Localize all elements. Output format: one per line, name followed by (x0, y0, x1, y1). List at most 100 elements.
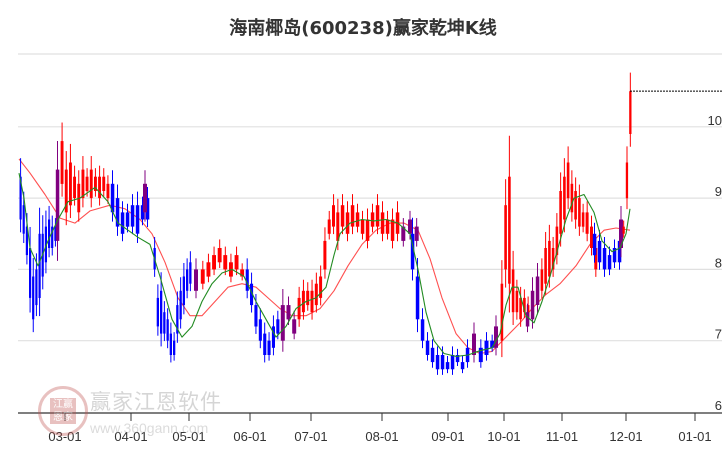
candle-body (140, 205, 145, 220)
candle-body (535, 276, 540, 305)
candle-body (125, 212, 130, 227)
candle-body (440, 355, 445, 370)
x-tick-label: 03-01 (48, 429, 81, 444)
candle-body (301, 290, 305, 313)
candle-body (425, 340, 430, 355)
candle-body (508, 176, 511, 284)
candle-body (408, 219, 412, 234)
candlesticks (19, 72, 632, 375)
candle-body (629, 91, 632, 134)
candle-body (332, 205, 335, 227)
candle-body (530, 290, 535, 320)
candle-body (607, 255, 612, 270)
candle-body (254, 305, 258, 327)
candle-body (280, 305, 285, 341)
candle-body (515, 290, 519, 313)
candle-body (98, 176, 101, 199)
candle-body (314, 283, 318, 306)
candle-body (435, 355, 440, 370)
candle-body (145, 198, 150, 220)
candle-body (365, 219, 370, 241)
candle-body (336, 212, 340, 241)
grid-lines (18, 53, 722, 342)
candle-body (445, 362, 450, 370)
candle-body (120, 212, 125, 234)
candle-body (410, 233, 415, 270)
candle-body (73, 176, 76, 199)
candle-body (200, 269, 205, 284)
candle-body (271, 326, 275, 348)
candle-body (250, 283, 254, 306)
candle-body (194, 269, 198, 291)
candle-body (430, 347, 435, 363)
candle-body (472, 333, 476, 355)
candle-body (69, 162, 72, 206)
x-tick-label: 06-01 (233, 429, 266, 444)
candle-body (276, 319, 280, 334)
candle-body (163, 312, 166, 334)
candle-body (223, 255, 228, 270)
x-tick-label: 08-01 (365, 429, 398, 444)
x-tick-label: 07-01 (294, 429, 327, 444)
candle-body (29, 248, 32, 298)
candle-body (345, 212, 350, 234)
candle-body (54, 226, 57, 241)
candle-body (455, 355, 460, 363)
candle-body (234, 255, 239, 270)
candle-body (519, 297, 522, 320)
candle-body (176, 305, 179, 334)
candle-body (35, 269, 38, 306)
candle-body (64, 169, 68, 213)
candle-body (110, 183, 115, 213)
chart-title: 海南椰岛(600238)赢家乾坤K线 (229, 18, 497, 39)
candle-body (55, 169, 60, 241)
x-tick-label: 05-01 (172, 429, 205, 444)
x-tick-label: 09-01 (431, 429, 464, 444)
candle-body (511, 269, 515, 313)
candle-body (622, 226, 625, 234)
candle-body (245, 269, 249, 291)
candle-body (206, 262, 211, 277)
candle-body (590, 226, 593, 248)
candle-body (189, 262, 192, 284)
x-tick-label: 10-01 (487, 429, 520, 444)
ma-short-line (18, 172, 631, 357)
candle-body (360, 219, 365, 234)
candle-body (385, 219, 390, 234)
candle-body (267, 340, 271, 355)
y-tick-label: 9 (715, 184, 722, 199)
candle-body (625, 162, 629, 199)
candle-body (566, 162, 570, 199)
candle-body (310, 290, 314, 313)
candle-body (594, 248, 598, 270)
candle-body (182, 276, 185, 305)
candle-body (286, 305, 291, 320)
candle-body (156, 297, 159, 327)
ma-short-polyline (18, 172, 631, 357)
candle-body (450, 355, 455, 370)
y-tick-label: 10 (708, 113, 722, 128)
candle-body (240, 269, 245, 277)
candle-body (375, 205, 380, 227)
candle-body (478, 347, 483, 363)
y-axis-labels: 6 7 8 9 10 (708, 113, 722, 413)
candle-body (327, 219, 331, 234)
x-tick-label: 04-01 (114, 429, 147, 444)
candle-body (81, 169, 85, 199)
candle-body (597, 240, 602, 263)
candle-body (85, 176, 89, 191)
y-tick-label: 8 (715, 255, 722, 270)
candle-body (258, 319, 262, 341)
candle-body (414, 226, 419, 241)
candle-body (504, 205, 507, 270)
candle-body (494, 326, 498, 348)
y-tick-label: 6 (715, 398, 722, 413)
candle-body (340, 205, 345, 227)
candle-body (135, 205, 140, 234)
candle-body (102, 176, 106, 191)
candle-body (160, 290, 163, 334)
candle-body (525, 312, 530, 327)
candle-body (585, 212, 589, 234)
candle-body (415, 276, 420, 320)
